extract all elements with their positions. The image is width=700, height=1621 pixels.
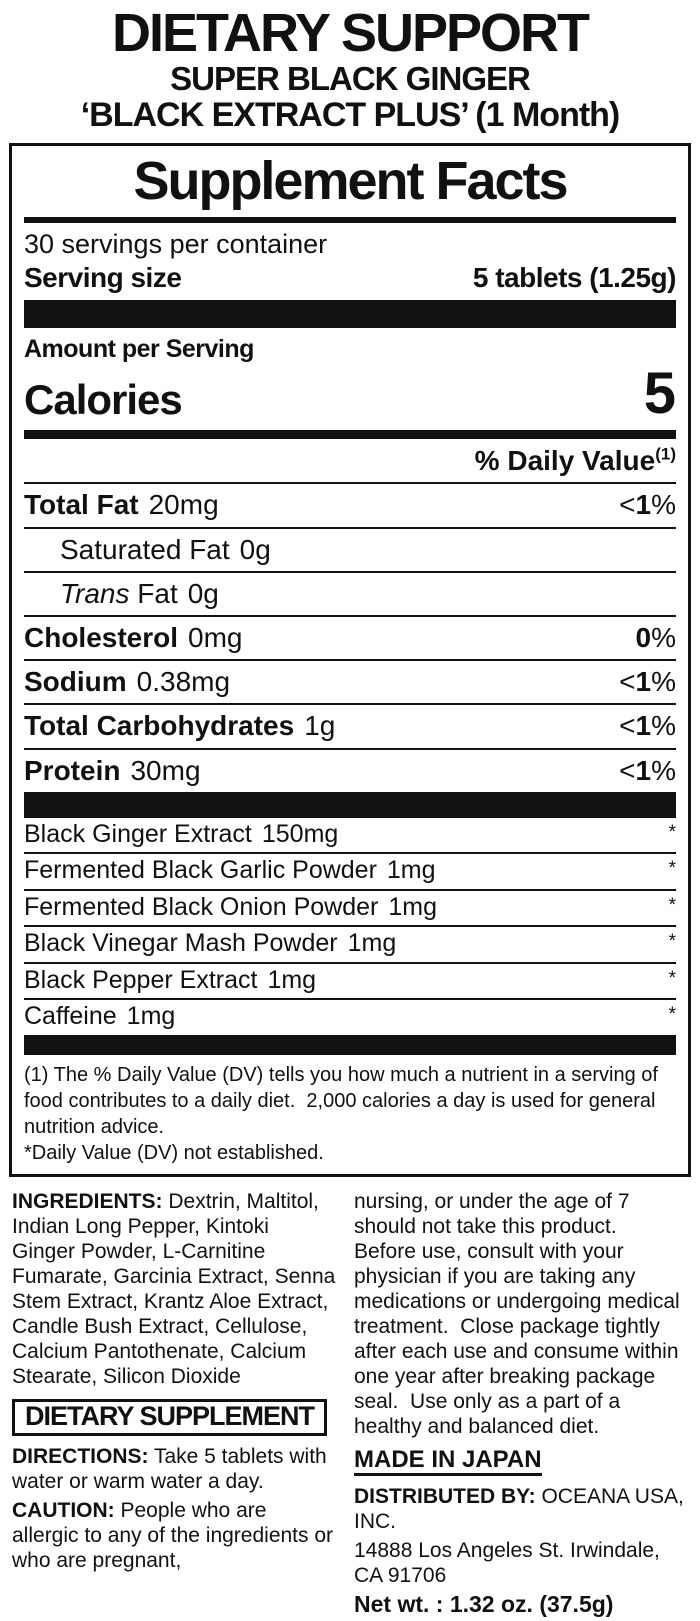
nutrient-amount: 20mg	[148, 489, 219, 521]
product-name: SUPER BLACK GINGER	[170, 60, 531, 98]
distributor-address: 14888 Los Angeles St. Irwindale, CA 9170…	[354, 1538, 660, 1587]
footnotes: (1) The % Daily Value (DV) tells you how…	[24, 1062, 676, 1166]
directions-label: DIRECTIONS:	[12, 1444, 149, 1468]
product-category: DIETARY SUPPORT	[111, 3, 590, 63]
extract-amount: 1mg	[347, 929, 397, 958]
extract-name: Fermented Black Garlic Powder 1mg	[24, 856, 436, 885]
nutrient-row-total-carbohydrates: Total Carbohydrates 1g <1%	[24, 705, 676, 750]
extract-amount: 1mg	[126, 1002, 176, 1031]
extract-name: Black Pepper Extract 1mg	[24, 965, 317, 994]
ingredients-paragraph: INGREDIENTS: Dextrin, Maltitol, Indian L…	[12, 1189, 336, 1389]
nutrient-amount: 30mg	[130, 754, 201, 786]
no-daily-value-asterisk: *	[668, 1004, 676, 1026]
dv-not-established-footnote: *Daily Value (DV) not established.	[24, 1141, 324, 1164]
extract-row-black-pepper: Black Pepper Extract 1mg *	[24, 964, 676, 1001]
daily-value-header-text: % Daily Value	[474, 444, 656, 476]
nutrient-row-protein: Protein 30mg <1%	[24, 750, 676, 792]
nutrient-amount: 0g	[239, 533, 271, 565]
directions-paragraph: DIRECTIONS: Take 5 tablets with water or…	[12, 1444, 336, 1494]
caution-paragraph: CAUTION: People who are allergic to any …	[12, 1498, 336, 1573]
ingredients-label: INGREDIENTS:	[12, 1189, 163, 1213]
nutrient-daily-value: <1%	[619, 489, 676, 521]
daily-value-header: % Daily Value(1)	[24, 444, 676, 485]
nutrient-name: Cholesterol 0mg	[24, 622, 243, 654]
supplement-facts-panel: Supplement Facts 30 servings per contain…	[9, 142, 691, 1177]
no-daily-value-asterisk: *	[668, 967, 676, 989]
facts-title: Supplement Facts	[133, 150, 568, 211]
amount-per-serving-label: Amount per Serving	[24, 335, 254, 364]
nutrient-name: Saturated Fat 0g	[60, 533, 271, 565]
product-header: DIETARY SUPPORT SUPER BLACK GINGER ‘BLAC…	[0, 0, 700, 135]
extract-row-black-garlic: Fermented Black Garlic Powder 1mg *	[24, 854, 676, 891]
left-column: INGREDIENTS: Dextrin, Maltitol, Indian L…	[12, 1189, 336, 1621]
extract-name: Black Vinegar Mash Powder 1mg	[24, 929, 397, 958]
nutrient-row-sodium: Sodium 0.38mg <1%	[24, 661, 676, 706]
calories-label: Calories	[24, 375, 183, 423]
daily-value-footnote-ref: (1)	[655, 444, 676, 464]
no-daily-value-asterisk: *	[668, 858, 676, 880]
dietary-supplement-badge: DIETARY SUPPLEMENT	[12, 1398, 328, 1436]
nutrient-name-italic: Trans	[60, 577, 130, 609]
ingredients-text: Dextrin, Maltitol, Indian Long Pepper, K…	[12, 1189, 336, 1388]
extract-amount: 150mg	[261, 819, 339, 848]
nutrient-name: Trans Fat 0g	[60, 577, 219, 609]
extract-table: Black Ginger Extract 150mg * Fermented Bl…	[24, 818, 676, 1035]
extract-row-caffeine: Caffeine 1mg *	[24, 1000, 676, 1035]
extract-amount: 1mg	[267, 965, 317, 994]
product-subtitle: ‘BLACK EXTRACT PLUS’ (1 Month)	[80, 96, 621, 135]
serving-size-label: Serving size	[24, 261, 182, 293]
extract-row-black-ginger: Black Ginger Extract 150mg *	[24, 818, 676, 855]
nutrient-name-bold: Total Fat	[24, 489, 139, 521]
nutrient-amount: 1g	[304, 710, 336, 742]
nutrient-row-saturated-fat: Saturated Fat 0g	[24, 529, 676, 573]
nutrient-name: Sodium 0.38mg	[24, 666, 231, 698]
section-bar-thick	[24, 300, 676, 329]
nutrient-name: Total Carbohydrates 1g	[24, 710, 336, 742]
serving-size-row: Serving size 5 tablets (1.25g)	[24, 261, 677, 294]
nutrient-daily-value: <1%	[619, 710, 676, 742]
no-daily-value-asterisk: *	[668, 821, 676, 843]
no-daily-value-asterisk: *	[668, 894, 676, 916]
serving-size-value: 5 tablets (1.25g)	[472, 261, 677, 293]
calories-value: 5	[643, 360, 676, 426]
extract-name: Black Ginger Extract 150mg	[24, 819, 339, 848]
made-in-japan: MADE IN JAPAN	[354, 1447, 542, 1476]
daily-value-footnote: (1) The % Daily Value (DV) tells you how…	[24, 1063, 664, 1138]
extract-name: Fermented Black Onion Powder 1mg	[24, 892, 437, 921]
extract-amount: 1mg	[388, 892, 437, 921]
extract-amount: 1mg	[386, 856, 436, 885]
servings-per-container: 30 servings per container	[24, 228, 328, 259]
right-column: nursing, or under the age of 7 should no…	[354, 1189, 690, 1621]
calories-row: Calories 5	[24, 360, 676, 426]
caution-label: CAUTION:	[12, 1498, 115, 1522]
nutrient-daily-value: <1%	[619, 754, 676, 786]
nutrient-amount: 0g	[187, 577, 219, 609]
nutrient-amount: 0.38mg	[136, 666, 231, 698]
extract-row-black-vinegar: Black Vinegar Mash Powder 1mg *	[24, 927, 676, 964]
section-bar-small	[24, 1034, 676, 1055]
nutrient-name: Protein 30mg	[24, 754, 201, 786]
nutrient-row-total-fat: Total Fat 20mg <1%	[24, 484, 676, 529]
distributed-by-label: DISTRIBUTED BY:	[354, 1484, 536, 1508]
section-bar-thick	[24, 791, 676, 818]
nutrient-row-cholesterol: Cholesterol 0mg 0%	[24, 617, 676, 662]
caution-continuation: nursing, or under the age of 7 should no…	[354, 1189, 686, 1438]
net-weight: Net wt. : 1.32 oz. (37.5g)	[354, 1590, 614, 1617]
nutrient-name: Total Fat 20mg	[24, 489, 219, 521]
nutrient-amount: 0mg	[188, 622, 243, 654]
title-divider	[24, 216, 676, 223]
nutrient-table: Total Fat 20mg <1% Saturated Fat 0g Trans …	[24, 484, 676, 791]
extract-row-black-onion: Fermented Black Onion Powder 1mg *	[24, 891, 676, 928]
extract-name: Caffeine 1mg	[24, 1002, 176, 1031]
nutrient-daily-value: 0%	[635, 622, 676, 654]
distributed-by-paragraph: DISTRIBUTED BY: OCEANA USA, INC.	[354, 1484, 690, 1534]
info-columns: INGREDIENTS: Dextrin, Maltitol, Indian L…	[0, 1189, 700, 1621]
nutrient-row-trans-fat: Trans Fat 0g	[24, 573, 676, 618]
nutrient-daily-value: <1%	[619, 666, 676, 698]
section-bar-medium	[24, 429, 676, 439]
no-daily-value-asterisk: *	[668, 931, 676, 953]
